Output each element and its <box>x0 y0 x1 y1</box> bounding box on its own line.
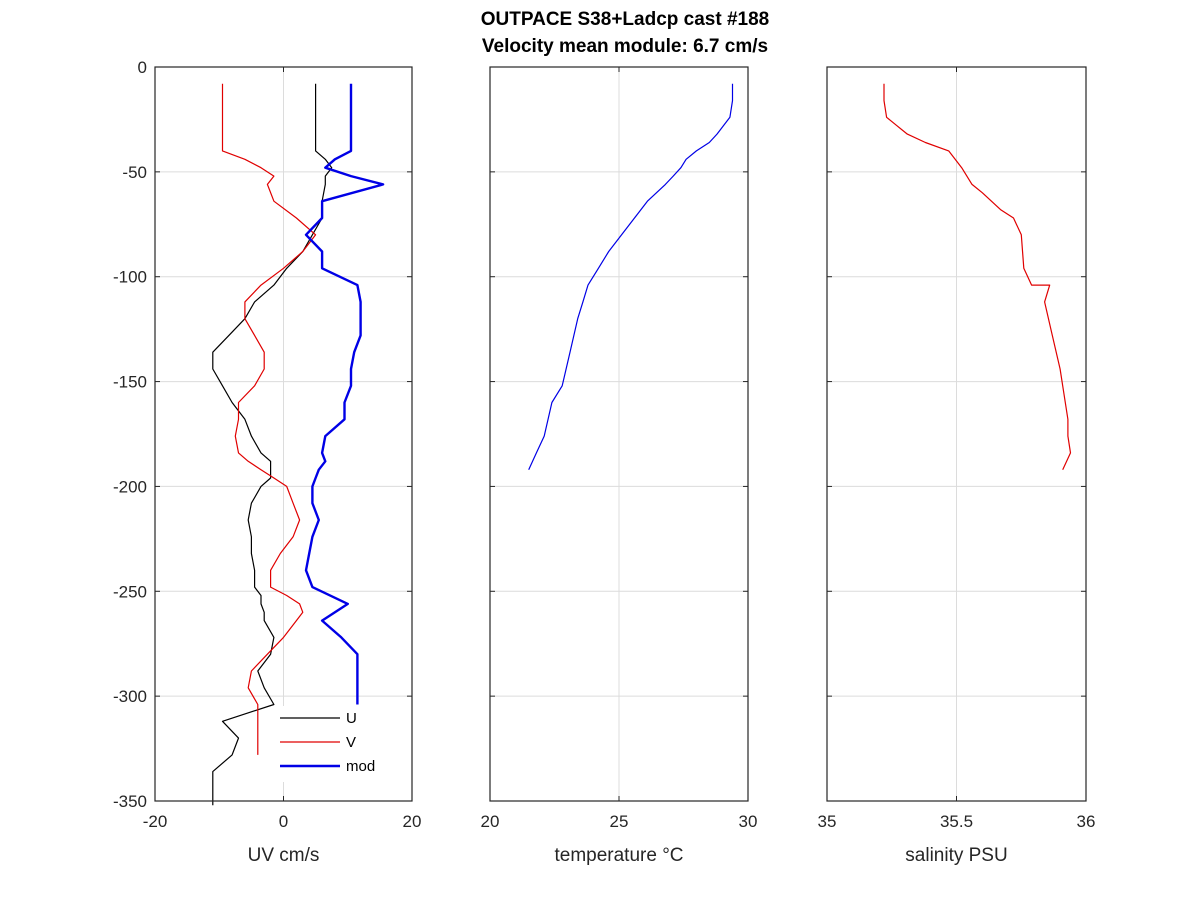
series-line-v <box>221 83 317 755</box>
salinity-panel: 35 35.5 36 salinity PSU <box>818 66 1096 866</box>
x-tick-label: 35 <box>818 812 837 831</box>
y-tick-label: -150 <box>113 373 147 392</box>
y-tick-label: -50 <box>122 163 147 182</box>
legend: U V mod <box>274 706 394 782</box>
y-tick-label: -250 <box>113 582 147 601</box>
x-tick-label: 20 <box>481 812 500 831</box>
series-line-2 <box>883 83 1072 470</box>
y-tick-label: -350 <box>113 792 147 811</box>
figure-title-line-1: OUTPACE S38+Ladcp cast #188 <box>481 9 769 30</box>
series-line-1 <box>528 83 734 470</box>
x-tick-label: 35.5 <box>940 812 973 831</box>
temperature-panel: 20 25 30 temperature °C <box>481 66 758 866</box>
x-tick-label: 25 <box>610 812 629 831</box>
x-axis-label: UV cm/s <box>248 845 320 866</box>
legend-label-u: U <box>346 710 357 727</box>
y-tick-label: -300 <box>113 687 147 706</box>
y-tick-label: -200 <box>113 477 147 496</box>
x-tick-label: -20 <box>143 812 168 831</box>
y-tick-label: 0 <box>138 58 147 77</box>
x-axis-label: temperature °C <box>554 845 683 866</box>
x-axis-label: salinity PSU <box>905 845 1007 866</box>
series-line-mod <box>304 83 385 705</box>
series-line-u <box>212 83 333 806</box>
x-tick-label: 30 <box>739 812 758 831</box>
figure-title-line-2: Velocity mean module: 6.7 cm/s <box>482 36 768 57</box>
x-tick-label: 20 <box>403 812 422 831</box>
legend-label-v: V <box>346 734 356 751</box>
y-tick-label: -100 <box>113 268 147 287</box>
legend-box <box>274 706 394 782</box>
legend-label-mod: mod <box>346 758 375 775</box>
x-tick-label: 0 <box>279 812 288 831</box>
x-tick-label: 36 <box>1077 812 1096 831</box>
